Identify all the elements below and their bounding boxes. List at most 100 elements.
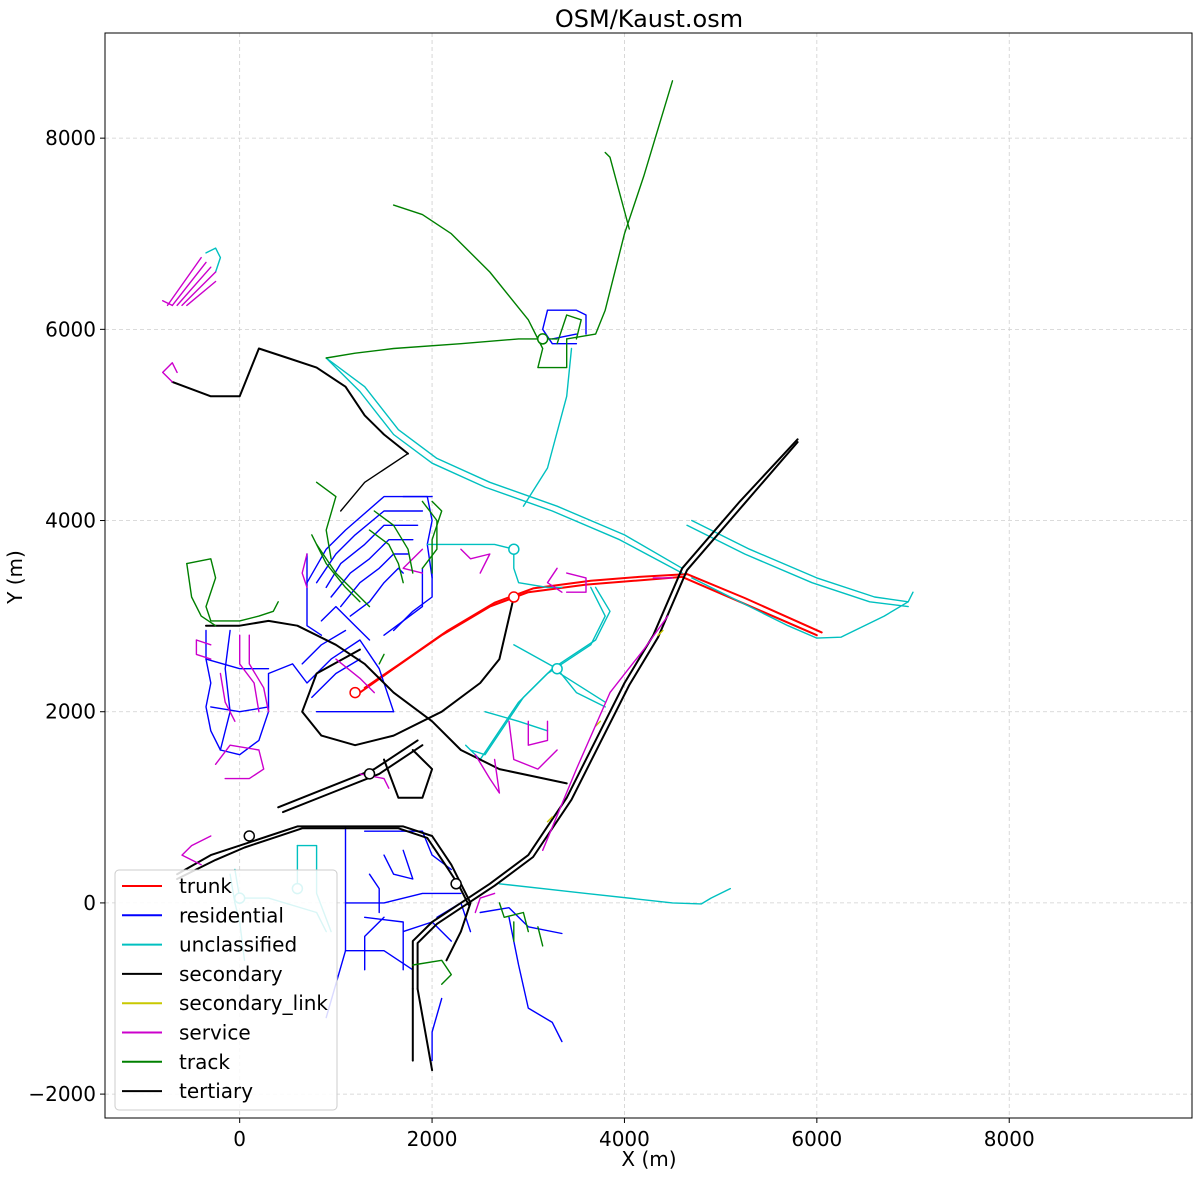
track-road-4 [556, 314, 582, 345]
legend-entry-residential: residential [122, 903, 284, 927]
series-service [161, 256, 674, 914]
service-road-8 [214, 744, 265, 780]
unclassified-road-16 [686, 524, 909, 608]
track-road-18 [378, 653, 385, 665]
junction-marker-4 [508, 543, 520, 555]
legend-entry-tertiary: tertiary [122, 1079, 253, 1103]
service-road-23 [181, 835, 212, 866]
unclassified-road-4 [513, 548, 563, 589]
legend-entry-trunk: trunk [122, 874, 232, 898]
residential-road-31 [383, 567, 424, 636]
secondary-road-10 [301, 596, 515, 747]
y-tick-label-2: 2000 [45, 700, 96, 724]
residential-road-17 [431, 997, 443, 1062]
unclassified-road-14 [498, 883, 731, 905]
service-road-0 [161, 300, 174, 307]
service-road-24 [474, 892, 496, 914]
unclassified-road-18 [205, 247, 222, 273]
service-road-13 [301, 553, 308, 589]
junction-marker-0 [508, 591, 520, 603]
service-road-4 [181, 271, 217, 307]
junction-marker-2 [551, 662, 563, 675]
secondary-road-8 [277, 739, 419, 809]
service-road-16 [474, 754, 501, 794]
y-tick-label-3: 4000 [45, 509, 96, 533]
secondary-road-3 [416, 441, 799, 990]
legend-label-track: track [179, 1050, 230, 1074]
legend-label-tertiary: tertiary [179, 1079, 253, 1103]
unclassified-road-17 [691, 577, 909, 639]
service-road-3 [176, 266, 212, 307]
service-road-9 [195, 639, 212, 660]
chart-title: OSM/Kaust.osm [555, 5, 743, 33]
secondary-road-5 [416, 987, 434, 1072]
legend-box [114, 869, 338, 1111]
residential-road-19 [368, 873, 380, 914]
legend-entry-service: service [122, 1021, 251, 1045]
track-road-14 [412, 959, 452, 985]
junction-marker-6 [363, 768, 376, 780]
secondary-road-0 [176, 825, 472, 962]
unclassified-road-2 [522, 347, 573, 507]
series-unclassified [205, 247, 914, 961]
service-road-2 [171, 261, 207, 307]
residential-road-3 [219, 629, 231, 751]
unclassified-road-9 [484, 711, 549, 732]
secondary-road-9 [282, 744, 424, 814]
track-road-1 [392, 204, 568, 369]
secondary-road-2 [411, 438, 799, 990]
x-axis-title: X (m) [621, 1147, 676, 1171]
residential-road-29 [320, 605, 371, 641]
service-road-15 [335, 658, 375, 694]
legend-label-unclassified: unclassified [179, 933, 297, 957]
legend-label-secondary_link: secondary_link [179, 991, 328, 1015]
track-road-2 [566, 80, 674, 340]
grid [105, 33, 1192, 1118]
x-tick-label-3: 6000 [791, 1127, 842, 1151]
axis-ticks: 0 2000 4000 6000 8000 −2000 0 2000 4000 6000 8000 [28, 126, 1034, 1151]
legend-entry-secondary: secondary [122, 962, 283, 986]
residential-road-5 [311, 658, 361, 699]
service-road-18 [527, 720, 549, 746]
residential-road-22 [551, 333, 578, 340]
junction-marker-7 [450, 878, 462, 890]
x-tick-label-1: 2000 [407, 1127, 458, 1151]
track-road-6 [186, 562, 217, 627]
legend-entry-track: track [122, 1050, 230, 1074]
track-road-13 [368, 529, 404, 584]
series-lines [161, 80, 914, 1072]
service-road-12 [219, 672, 236, 722]
service-road-5 [186, 280, 217, 307]
residential-road-32 [306, 553, 323, 636]
secondary-road-6 [171, 347, 409, 455]
secondary_link-road-1 [546, 816, 553, 823]
service-road-11 [248, 634, 270, 713]
track-road-3 [604, 151, 630, 230]
legend-label-secondary: secondary [179, 962, 283, 986]
legend-entry-unclassified: unclassified [122, 933, 297, 957]
series-track [186, 80, 674, 985]
track-road-15 [498, 902, 529, 933]
service-road-14 [460, 548, 491, 574]
residential-road-0 [205, 629, 395, 756]
residential-road-20 [546, 309, 587, 335]
secondary-road-1 [176, 827, 470, 906]
unclassified-road-8 [513, 644, 606, 708]
x-tick-label-2: 4000 [599, 1127, 650, 1151]
service-road-1 [166, 256, 202, 307]
junction-marker-3 [536, 333, 549, 345]
track-road-10 [311, 534, 361, 603]
secondary_link-road-2 [657, 629, 664, 636]
legend-label-trunk: trunk [179, 874, 232, 898]
unclassified-road-0 [325, 357, 683, 569]
track-road-7 [315, 481, 337, 560]
residential-road-1 [205, 658, 270, 670]
x-tick-label-4: 8000 [984, 1127, 1035, 1151]
tertiary-road-0 [340, 452, 409, 512]
y-tick-label-1: 0 [83, 891, 96, 915]
y-axis-title: Y (m) [3, 550, 27, 605]
unclassified-road-3 [426, 543, 515, 550]
legend-entry-secondary_link: secondary_link [122, 991, 328, 1015]
